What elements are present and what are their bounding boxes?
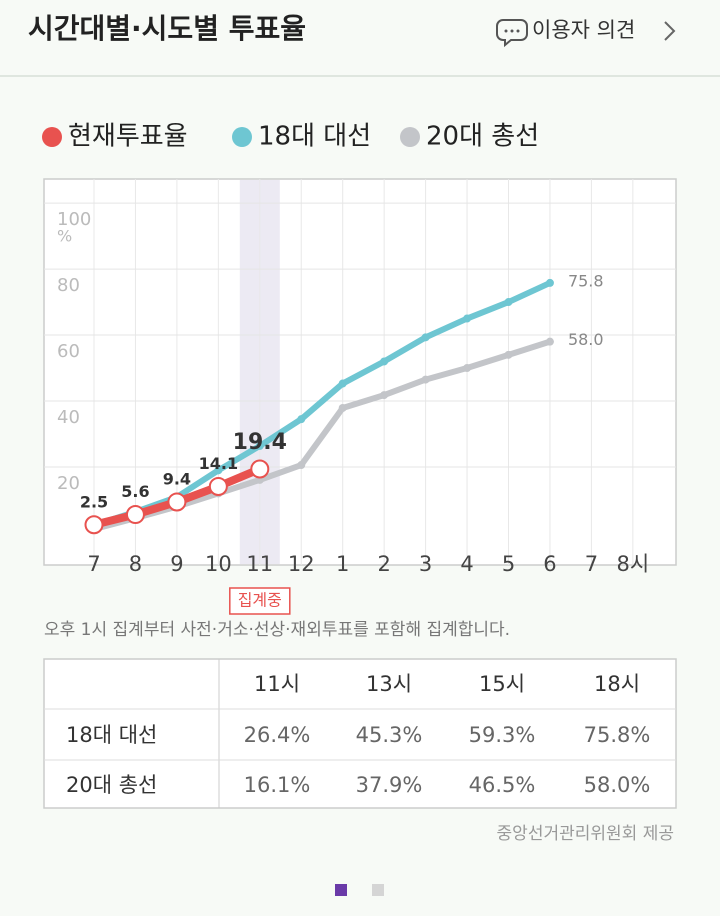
x-tick-label: 7 <box>87 552 100 576</box>
annotation: 집계중 <box>238 591 282 610</box>
value-label: 58.0 <box>568 330 604 349</box>
feedback-link[interactable]: 이용자 의견 <box>496 18 676 48</box>
x-tick-label: 8시 <box>617 552 650 576</box>
annotation-box <box>229 587 291 615</box>
table-header: 13시 <box>366 672 412 696</box>
x-tick-label: 9 <box>170 552 183 576</box>
point <box>545 278 554 287</box>
x-tick-label: 3 <box>419 552 432 576</box>
page-dot[interactable] <box>372 884 384 896</box>
page-dot-active[interactable] <box>335 884 347 896</box>
legend-label: 현재투표율 <box>68 122 188 152</box>
point <box>421 375 430 384</box>
legend-swatch <box>42 127 62 147</box>
legend-label: 18대 대선 <box>258 122 371 152</box>
x-tick-label: 1 <box>336 552 349 576</box>
point <box>463 314 472 323</box>
row-label: 20대 총선 <box>66 773 157 797</box>
page-title: 시간대별·시도별 투표율 <box>28 12 306 45</box>
point <box>214 466 223 475</box>
table-cell: 16.1% <box>244 773 311 797</box>
point <box>463 364 472 373</box>
point <box>255 441 264 450</box>
x-tick-label: 8 <box>129 552 142 576</box>
source: 중앙선거관리위원회 제공 <box>497 824 674 844</box>
y-tick-label: 60 <box>57 341 80 362</box>
x-tick-label: 2 <box>377 552 390 576</box>
legend-swatch <box>400 127 420 147</box>
feedback-text: 이용자 의견 <box>532 18 635 42</box>
x-tick-label: 7 <box>585 552 598 576</box>
chevron <box>664 21 676 41</box>
value-label: 19.4 <box>233 430 287 455</box>
value-label: 2.5 <box>80 492 108 511</box>
table-cell: 37.9% <box>356 773 423 797</box>
point <box>167 492 187 512</box>
table-cell: 46.5% <box>469 773 536 797</box>
table-header: 18시 <box>594 672 640 696</box>
x-tick-label: 11 <box>246 552 273 576</box>
legend-swatch <box>232 127 252 147</box>
point <box>125 505 145 525</box>
note: 오후 1시 집계부터 사전·거소·선상·재외투표를 포함해 집계합니다. <box>44 620 510 640</box>
value-label: 5.6 <box>121 482 149 501</box>
point <box>338 403 347 412</box>
point <box>297 461 306 470</box>
point <box>545 337 554 346</box>
point <box>380 357 389 366</box>
series-line <box>91 338 553 533</box>
point <box>297 415 306 424</box>
y-tick-label: 20 <box>57 473 80 494</box>
comment-icon <box>496 19 528 48</box>
table-header: 11시 <box>254 672 300 696</box>
x-tick-label: 6 <box>543 552 556 576</box>
point <box>338 379 347 388</box>
y-tick-label: 40 <box>57 407 80 428</box>
table-cell: 45.3% <box>356 723 423 747</box>
point <box>208 476 228 496</box>
x-tick-label: 4 <box>460 552 473 576</box>
point <box>84 515 104 535</box>
table-cell: 75.8% <box>584 723 651 747</box>
y-tick-label: 100 <box>57 209 91 230</box>
dot <box>516 29 520 33</box>
dot <box>510 29 514 33</box>
table-header: 15시 <box>479 672 525 696</box>
x-tick-label: 12 <box>288 552 315 576</box>
value-label: 14.1 <box>199 454 238 473</box>
point <box>504 350 513 359</box>
x-tick-label: 5 <box>502 552 515 576</box>
table-cell: 58.0% <box>584 773 651 797</box>
x-tick-label: 10 <box>205 552 232 576</box>
y-tick-label: 80 <box>57 275 80 296</box>
table-box <box>43 658 677 809</box>
table-cell: 26.4% <box>244 723 311 747</box>
point <box>380 391 389 400</box>
y-unit: % <box>57 227 72 246</box>
table-cell: 59.3% <box>469 723 536 747</box>
value-label: 9.4 <box>163 469 191 488</box>
point <box>250 459 270 479</box>
legend-label: 20대 총선 <box>426 122 539 152</box>
row-label: 18대 대선 <box>66 723 157 747</box>
dot <box>504 29 508 33</box>
value-label: 75.8 <box>568 271 604 290</box>
point <box>421 333 430 342</box>
point <box>504 298 513 307</box>
